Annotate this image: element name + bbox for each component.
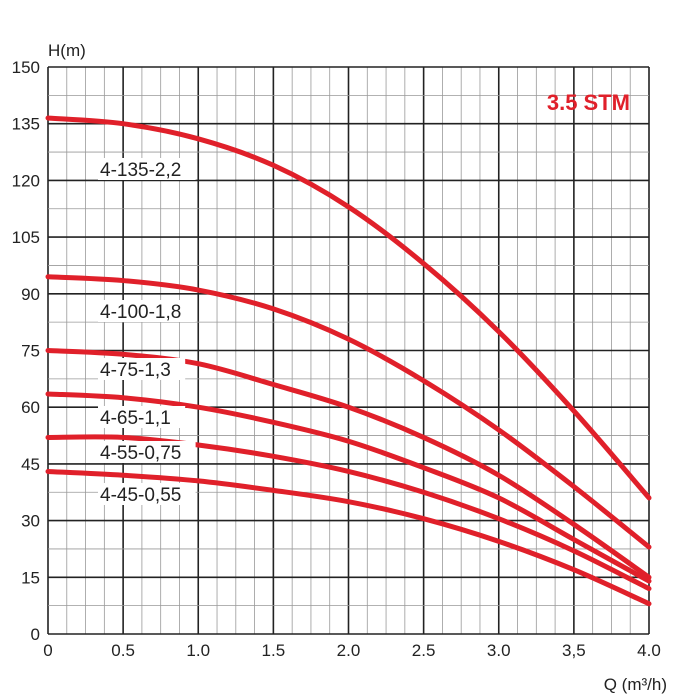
series-curve: [45, 274, 652, 550]
curve-label: 4-135-2,2: [100, 160, 181, 181]
x-tick-label: 3,5: [562, 641, 586, 660]
curve-label-bg: [98, 406, 186, 428]
x-tick-label: 2.0: [337, 641, 361, 660]
series-curve: [45, 348, 652, 580]
x-axis-label: Q (m³/h): [604, 675, 667, 694]
y-tick-label: 105: [12, 228, 40, 247]
y-tick-label: 120: [12, 171, 40, 190]
curve-label-bg: [98, 158, 196, 180]
y-axis-label: H(m): [48, 41, 86, 60]
curve-label: 4-75-1,3: [100, 360, 171, 381]
x-tick-label: 4.0: [637, 641, 661, 660]
x-tick-label: 2.5: [412, 641, 436, 660]
curve-label: 4-55-0,75: [100, 443, 181, 464]
y-tick-label: 150: [12, 58, 40, 77]
series-curve: [45, 468, 652, 607]
tick-labels: 0 0.5 1.0 1.5 2.0 2.5 3.0 3,5 4.0 0 15 30 45 60 75 90 10…: [12, 58, 661, 660]
x-tick-label: 0.5: [111, 641, 135, 660]
y-tick-label: 60: [21, 398, 40, 417]
y-tick-label: 135: [12, 115, 40, 134]
x-tick-label: 3.0: [487, 641, 511, 660]
y-tick-label: 90: [21, 285, 40, 304]
curve-label-bg: [98, 300, 196, 322]
curve-labels: 4-135-2,2 4-100-1,8 4-75-1,3 4-65-1,1 4-55-0…: [98, 158, 196, 506]
curve-label-bg: [98, 483, 196, 505]
series-curve: [45, 115, 652, 501]
series-curve: [45, 434, 652, 592]
curve-label: 4-45-0,55: [100, 485, 181, 506]
curves: [45, 115, 652, 607]
curve-label-bg: [98, 441, 196, 463]
y-tick-label: 30: [21, 512, 40, 531]
y-tick-label: 45: [21, 455, 40, 474]
x-tick-label: 1.5: [262, 641, 286, 660]
curve-label: 4-65-1,1: [100, 408, 171, 429]
y-tick-label: 75: [21, 342, 40, 361]
chart-title: 3.5 STM: [547, 90, 630, 115]
y-tick-label: 15: [21, 568, 40, 587]
x-tick-label: 1.0: [186, 641, 210, 660]
y-tick-label: 0: [31, 625, 40, 644]
series-curve: [45, 391, 652, 584]
grid: [47, 66, 650, 635]
x-tick-label: 0: [43, 641, 52, 660]
curve-label-bg: [98, 358, 186, 380]
curve-label: 4-100-1,8: [100, 302, 181, 323]
